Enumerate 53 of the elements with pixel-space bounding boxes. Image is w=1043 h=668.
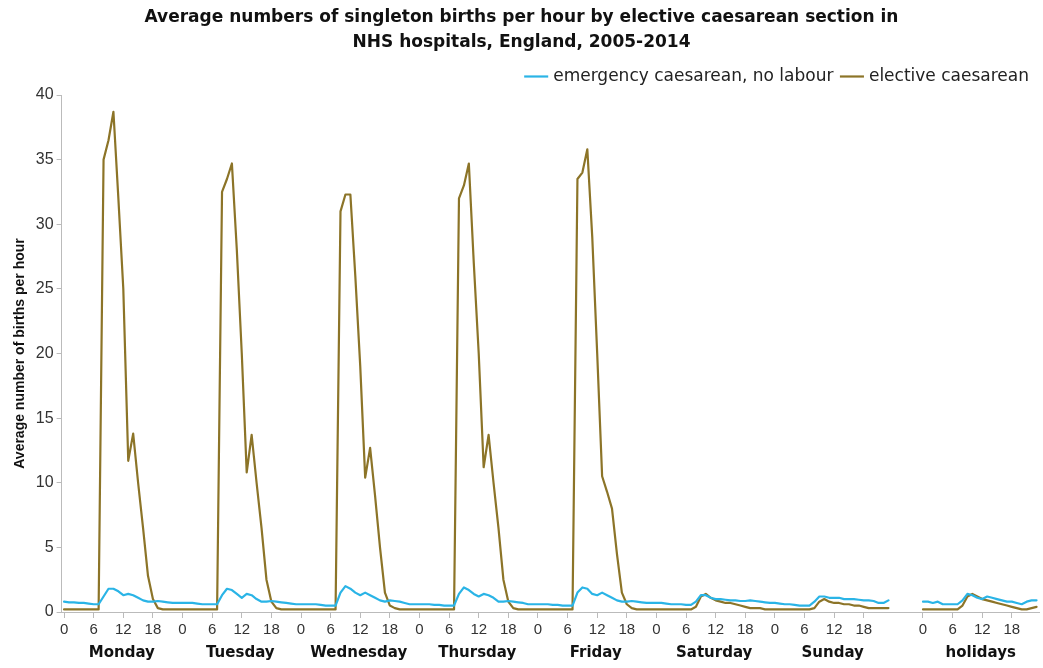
- x-tick-label: 12: [707, 620, 725, 638]
- x-tick-label: 18: [618, 620, 636, 638]
- x-tick-label: 0: [918, 620, 928, 638]
- x-tick-label: 0: [178, 620, 187, 638]
- legend-label: elective caesarean: [868, 64, 1030, 85]
- text: Friday: [569, 643, 622, 662]
- y-tick-label: 25: [35, 279, 54, 297]
- x-tick-label: 12: [470, 620, 488, 638]
- legend-label: emergency caesarean, no labour: [553, 64, 834, 85]
- text: Wednesday: [310, 643, 408, 662]
- text: Sunday: [801, 643, 865, 662]
- text: Tuesday: [206, 643, 275, 662]
- x-tick-label: 6: [563, 620, 572, 638]
- x-tick-label: 6: [444, 620, 454, 638]
- x-tick-label: 6: [326, 620, 335, 638]
- y-tick-label: 35: [35, 150, 54, 168]
- x-tick-label: 18: [144, 620, 162, 638]
- y-tick-label: 10: [35, 473, 54, 491]
- x-tick-label: 6: [800, 620, 809, 638]
- x-tick-label: 18: [855, 620, 873, 638]
- y-tick-label: 40: [35, 85, 54, 103]
- text: holidays: [945, 643, 1017, 662]
- text: Saturday: [676, 643, 753, 662]
- x-tick-label: 18: [736, 620, 754, 638]
- x-tick-label: 0: [533, 620, 543, 638]
- x-tick-label: 0: [296, 620, 306, 638]
- text: Monday: [88, 643, 156, 662]
- x-tick-label: 12: [114, 620, 132, 638]
- x-tick-label: 0: [652, 620, 661, 638]
- x-tick-label: 18: [500, 620, 517, 638]
- y-axis-title: Average number of births per hour: [11, 237, 28, 469]
- x-tick-label: 18: [1003, 620, 1021, 638]
- x-tick-label: 12: [351, 620, 369, 638]
- x-tick-label: 6: [89, 620, 98, 638]
- chart-title: Average numbers of singleton births per hour by elective caesarean section in NHS hospitals, England, 2005-2014: [143, 5, 900, 53]
- y-tick-label: 5: [44, 537, 54, 555]
- x-tick-label: 12: [233, 620, 251, 638]
- x-tick-label: 0: [770, 620, 780, 638]
- x-tick-label: 0: [415, 620, 424, 638]
- y-tick-label: 15: [35, 408, 54, 426]
- x-tick-label: 12: [825, 620, 843, 638]
- x-tick-label: 12: [588, 620, 606, 638]
- x-tick-label: 18: [263, 620, 280, 638]
- x-tick-label: 6: [681, 620, 691, 638]
- text: Thursday: [438, 643, 517, 662]
- x-tick-label: 0: [59, 620, 69, 638]
- y-tick-label: 30: [35, 214, 54, 232]
- y-tick-label: 0: [44, 602, 54, 620]
- x-tick-label: 6: [207, 620, 217, 638]
- x-tick-label: 12: [973, 620, 991, 638]
- x-tick-label: 6: [948, 620, 957, 638]
- y-tick-label: 20: [35, 343, 54, 361]
- x-tick-label: 18: [381, 620, 399, 638]
